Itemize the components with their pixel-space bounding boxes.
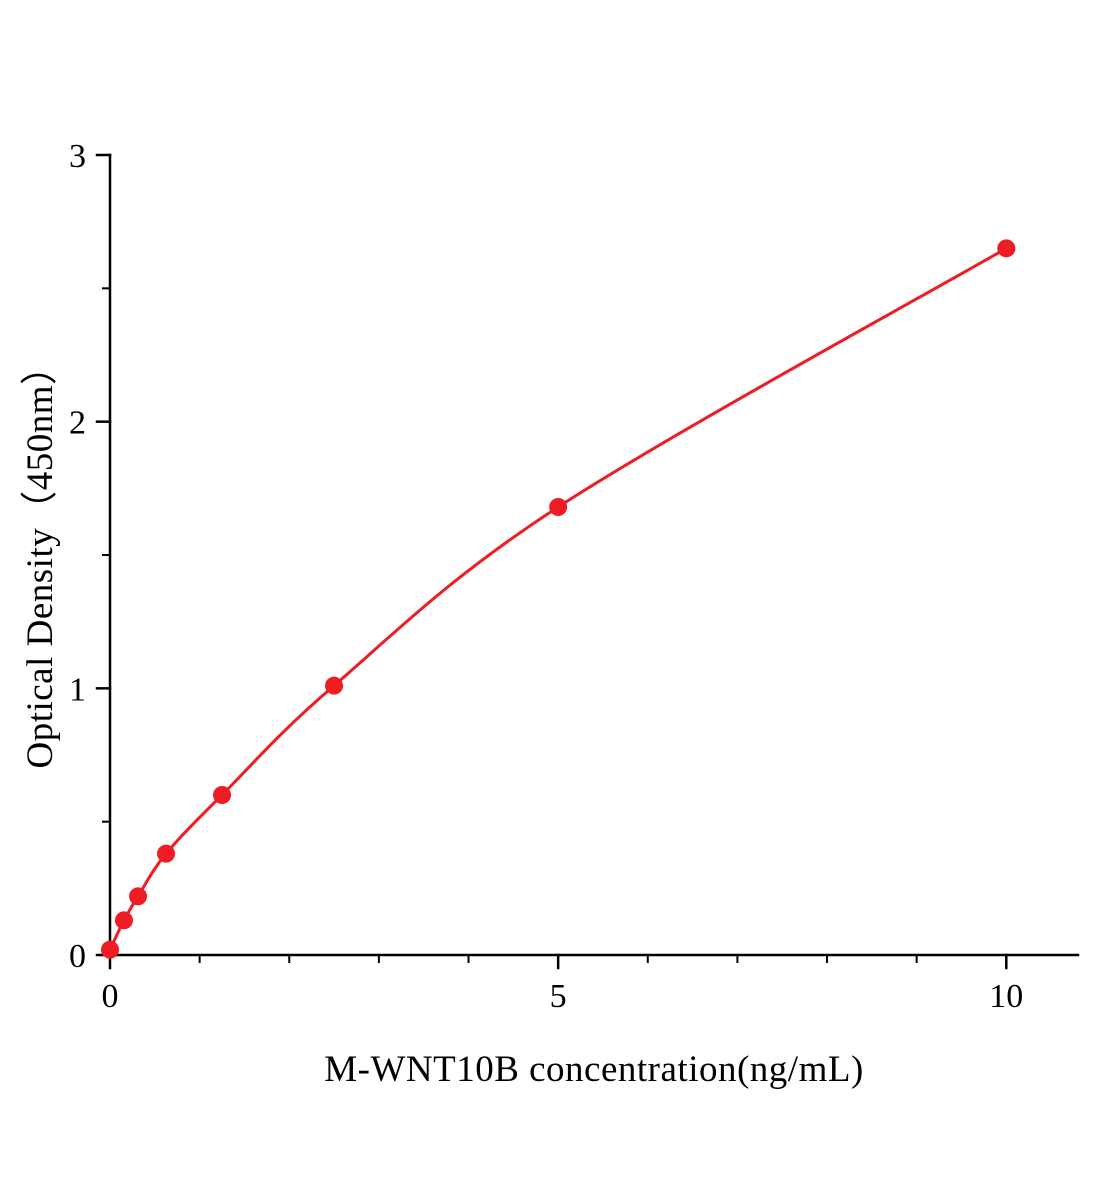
standard-curve-line (108, 246, 1008, 952)
tick-label: 0 (102, 978, 119, 1015)
data-point-marker (997, 239, 1016, 258)
y-axis-title: Optical Density（450nm） (20, 347, 61, 769)
data-point-marker (114, 911, 133, 930)
tick-label: 1 (69, 671, 86, 708)
data-point-marker (549, 498, 568, 516)
data-point-marker (213, 786, 232, 804)
tick-label: 5 (550, 978, 567, 1015)
tick-label: 0 (69, 938, 86, 975)
x-axis-title: M-WNT10B concentration(ng/mL) (324, 1049, 864, 1090)
data-point-marker (101, 940, 119, 959)
tick-label: 10 (989, 978, 1023, 1015)
data-point-marker (325, 676, 344, 695)
data-point-marker (129, 887, 148, 906)
tick-label: 2 (69, 405, 86, 442)
data-point-marker (157, 844, 176, 863)
tick-label: 3 (69, 138, 86, 175)
